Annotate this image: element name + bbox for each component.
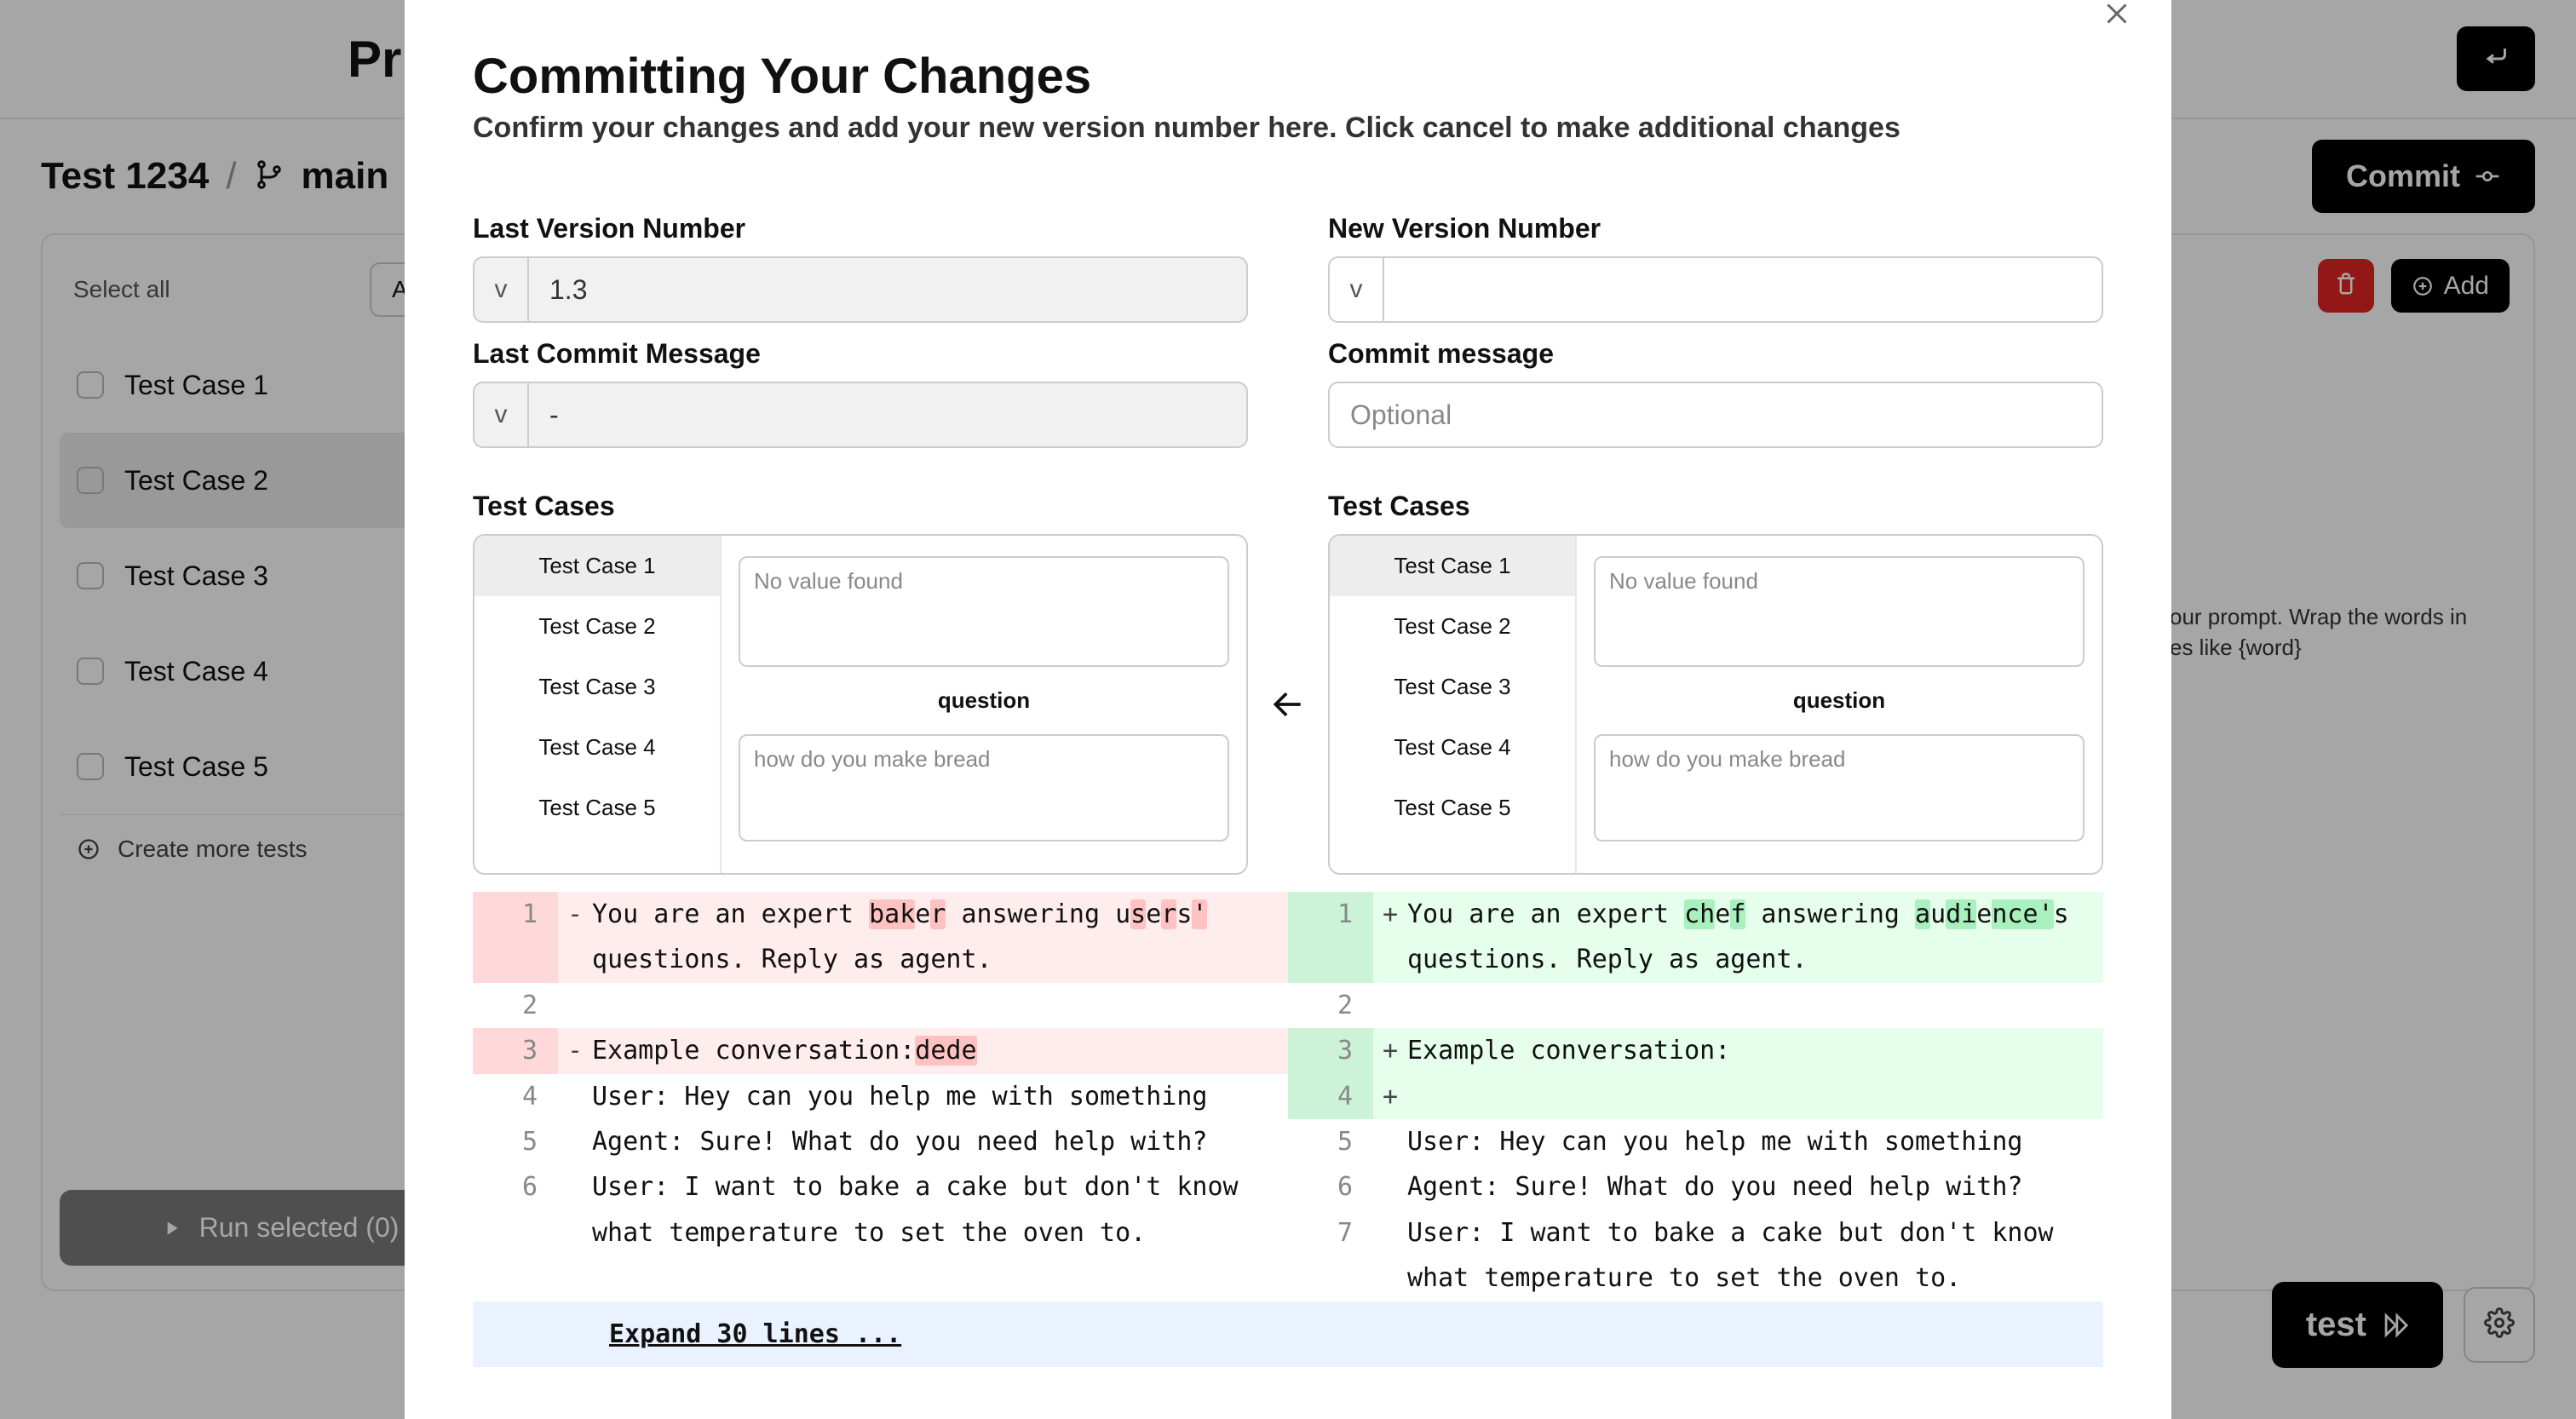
diff-line: 4+ (1288, 1074, 2103, 1119)
testcase-tab[interactable]: Test Case 2 (1330, 596, 1575, 657)
testcase-tab[interactable]: Test Case 4 (474, 717, 720, 778)
question-label: question (739, 687, 1229, 714)
version-prefix: v (474, 383, 529, 446)
compare-arrow (1258, 534, 1318, 875)
diff-view: 1-You are an expert baker answering user… (473, 892, 2103, 1367)
diff-line: 5User: Hey can you help me with somethin… (1288, 1119, 2103, 1164)
testcase-tab[interactable]: Test Case 1 (474, 536, 720, 596)
left-tc-label: Test Cases (473, 491, 1248, 522)
diff-line: 5Agent: Sure! What do you need help with… (473, 1119, 1288, 1164)
new-version-input[interactable] (1384, 258, 2102, 321)
modal-title: Committing Your Changes (473, 48, 2103, 105)
diff-line: 4User: Hey can you help me with somethin… (473, 1074, 1288, 1119)
diff-line: 3-Example conversation:dede (473, 1028, 1288, 1073)
diff-line: 2 (473, 983, 1288, 1028)
no-value-box: No value found (739, 556, 1229, 667)
expand-lines[interactable]: Expand 30 lines ... (473, 1301, 2103, 1367)
commit-modal: Committing Your Changes Confirm your cha… (405, 0, 2171, 1419)
last-version-field: v (473, 256, 1248, 323)
testcase-tab[interactable]: Test Case 3 (1330, 657, 1575, 717)
diff-line: 3+Example conversation: (1288, 1028, 2103, 1073)
modal-subtitle: Confirm your changes and add your new ve… (473, 112, 2103, 145)
last-message-input (529, 383, 1246, 446)
version-prefix: v (1330, 258, 1384, 321)
testcase-tab[interactable]: Test Case 2 (474, 596, 720, 657)
testcase-tab[interactable]: Test Case 3 (474, 657, 720, 717)
arrow-left-icon (1269, 686, 1307, 723)
commit-message-label: Commit message (1328, 338, 2103, 370)
question-value: how do you make bread (1594, 734, 2084, 842)
testcase-tab[interactable]: Test Case 5 (474, 778, 720, 838)
diff-line: 6User: I want to bake a cake but don't k… (473, 1164, 1288, 1255)
left-testcase-box: Test Case 1Test Case 2Test Case 3Test Ca… (473, 534, 1248, 875)
right-testcase-box: Test Case 1Test Case 2Test Case 3Test Ca… (1328, 534, 2103, 875)
question-value: how do you make bread (739, 734, 1229, 842)
close-icon (2102, 0, 2132, 29)
testcase-tab[interactable]: Test Case 4 (1330, 717, 1575, 778)
last-version-label: Last Version Number (473, 213, 1248, 244)
new-version-label: New Version Number (1328, 213, 2103, 244)
commit-message-input[interactable] (1330, 383, 2102, 446)
version-prefix: v (474, 258, 529, 321)
testcase-tab[interactable]: Test Case 1 (1330, 536, 1575, 596)
diff-line: 1+You are an expert chef answering audie… (1288, 892, 2103, 983)
last-message-label: Last Commit Message (473, 338, 1248, 370)
commit-message-field[interactable] (1328, 382, 2103, 448)
testcase-tab[interactable]: Test Case 5 (1330, 778, 1575, 838)
close-button[interactable] (2096, 0, 2137, 34)
last-version-input (529, 258, 1246, 321)
last-message-field: v (473, 382, 1248, 448)
no-value-box: No value found (1594, 556, 2084, 667)
diff-line: 2 (1288, 983, 2103, 1028)
diff-line: 6Agent: Sure! What do you need help with… (1288, 1164, 2103, 1209)
diff-line: 1-You are an expert baker answering user… (473, 892, 1288, 983)
diff-line: 7User: I want to bake a cake but don't k… (1288, 1210, 2103, 1301)
question-label: question (1594, 687, 2084, 714)
new-version-field[interactable]: v (1328, 256, 2103, 323)
right-tc-label: Test Cases (1328, 491, 2103, 522)
